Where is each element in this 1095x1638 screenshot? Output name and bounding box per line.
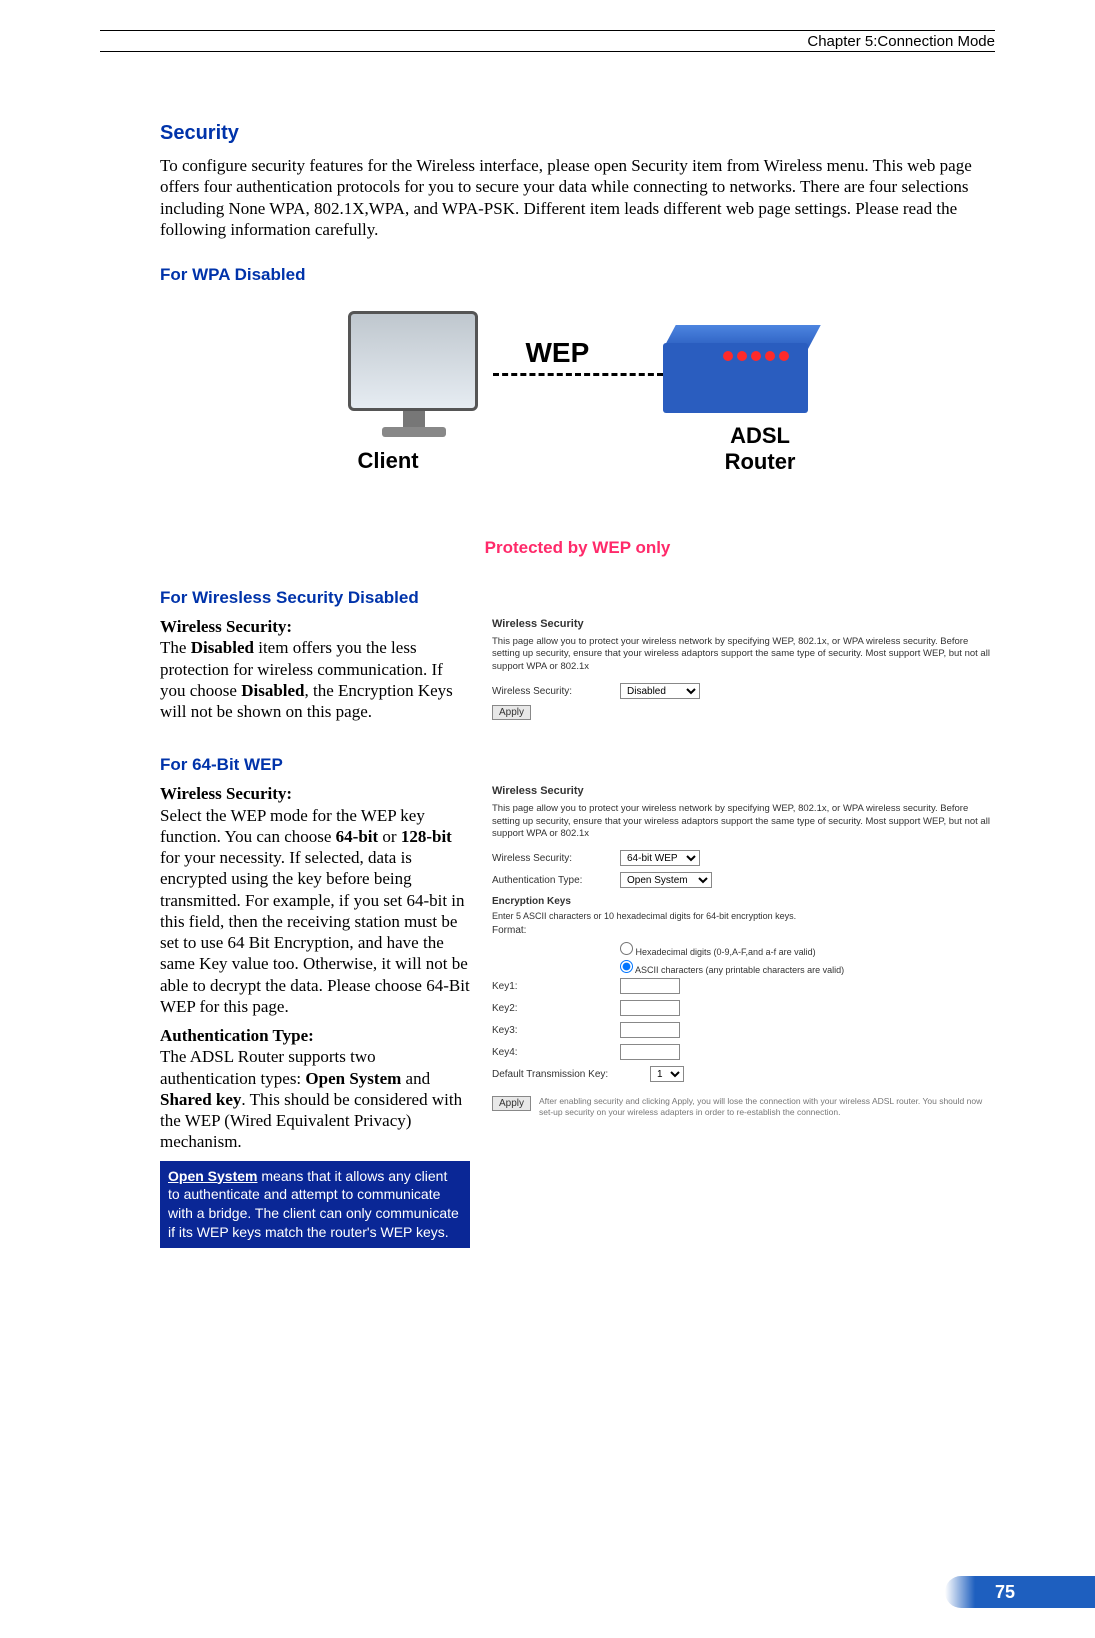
wep64-format-label: Format: [492, 925, 612, 936]
wep64-auth-text: Authentication Type: The ADSL Router sup… [160, 1025, 470, 1153]
wd-panel-ws-row: Wireless Security: Disabled [492, 683, 993, 699]
format-hex-radio[interactable] [620, 942, 633, 955]
wep-dashed-line [493, 373, 663, 376]
wep64-apply-row: Apply After enabling security and clicki… [492, 1096, 993, 1117]
wireless-disabled-panel: Wireless Security This page allow you to… [490, 616, 995, 722]
wep64-apply-button[interactable]: Apply [492, 1096, 531, 1111]
default-key-select[interactable]: 1 [650, 1066, 684, 1082]
page-number-pill: 75 [955, 1576, 1095, 1608]
wep64-key3-row: Key3: [492, 1022, 993, 1038]
wd-panel-title: Wireless Security [492, 618, 993, 630]
wep64-panel-desc: This page allow you to protect your wire… [492, 803, 993, 840]
wep64-ws-after: for your necessity. If selected, data is… [160, 848, 470, 1016]
wireless-disabled-row: Wireless Security: The Disabled item off… [160, 616, 995, 730]
key2-input[interactable] [620, 1000, 680, 1016]
wd-ws-select[interactable]: Disabled [620, 683, 700, 699]
wep64-auth-bold-2: Shared key [160, 1090, 241, 1109]
page-container: Chapter 5:Connection Mode Security To co… [0, 0, 1095, 1638]
wep64-ws-row: Wireless Security: 64-bit WEP [492, 850, 993, 866]
wep64-defkey-label: Default Transmission Key: [492, 1069, 642, 1080]
key3-input[interactable] [620, 1022, 680, 1038]
section-intro: To configure security features for the W… [160, 155, 995, 240]
wep64-ws-select[interactable]: 64-bit WEP [620, 850, 700, 866]
ws-heading: Wireless Security: [160, 617, 292, 636]
wep64-key2-label: Key2: [492, 1003, 612, 1014]
wep64-panel-title: Wireless Security [492, 785, 993, 797]
wep64-defkey-row: Default Transmission Key: 1 [492, 1066, 993, 1082]
wd-apply-button[interactable]: Apply [492, 705, 531, 720]
wep64-format-row: Format: [492, 925, 993, 936]
wep64-bold-1: 64-bit [336, 827, 379, 846]
wep64-or: or [378, 827, 401, 846]
wd-text-1: The [160, 638, 191, 657]
wep64-ws-heading: Wireless Security: [160, 784, 292, 803]
wep-line-label: WEP [526, 337, 590, 369]
wep64-key4-row: Key4: [492, 1044, 993, 1060]
wd-bold-1: Disabled [191, 638, 254, 657]
wep64-format-opt1-row: Hexadecimal digits (0-9,A-F,and a-f are … [620, 942, 993, 957]
client-label: Client [358, 448, 419, 474]
wep64-auth-heading: Authentication Type: [160, 1026, 314, 1045]
wep64-key3-label: Key3: [492, 1025, 612, 1036]
wep64-apply-note: After enabling security and clicking App… [539, 1096, 993, 1117]
wep64-ws-label: Wireless Security: [492, 853, 612, 864]
wep64-auth-bold-1: Open System [305, 1069, 401, 1088]
wep64-enc-hint: Enter 5 ASCII characters or 10 hexadecim… [492, 911, 993, 921]
wd-panel-desc: This page allow you to protect your wire… [492, 636, 993, 673]
wpa-disabled-title: For WPA Disabled [160, 265, 995, 285]
client-base-icon [382, 427, 446, 437]
wep64-row: Wireless Security: Select the WEP mode f… [160, 783, 995, 1248]
key4-input[interactable] [620, 1044, 680, 1060]
info-box-lead: Open System [168, 1168, 257, 1184]
chapter-header: Chapter 5:Connection Mode [100, 30, 995, 52]
wep64-key4-label: Key4: [492, 1047, 612, 1058]
router-lights-icon [723, 351, 793, 363]
router-label: ADSL Router [725, 423, 796, 475]
wep64-key2-row: Key2: [492, 1000, 993, 1016]
wep64-title: For 64-Bit WEP [160, 755, 995, 775]
wireless-disabled-text: Wireless Security: The Disabled item off… [160, 616, 470, 722]
wep64-ws-text: Wireless Security: Select the WEP mode f… [160, 783, 470, 1017]
wireless-disabled-left: Wireless Security: The Disabled item off… [160, 616, 470, 730]
key1-input[interactable] [620, 978, 680, 994]
client-monitor-icon [348, 311, 478, 411]
wep64-format-opt2-row: ASCII characters (any printable characte… [620, 960, 993, 975]
wep64-format-opt1: Hexadecimal digits (0-9,A-F,and a-f are … [636, 947, 816, 957]
section-title: Security [160, 122, 995, 145]
wep64-key1-label: Key1: [492, 981, 612, 992]
wep64-auth-select[interactable]: Open System [620, 872, 712, 888]
wep64-auth-label: Authentication Type: [492, 875, 612, 886]
wd-bold-2: Disabled [241, 681, 304, 700]
open-system-info-box: Open System means that it allows any cli… [160, 1161, 470, 1249]
router-label-line2: Router [725, 449, 796, 474]
chapter-header-text: Chapter 5:Connection Mode [807, 33, 995, 50]
router-label-line1: ADSL [730, 423, 790, 448]
page-number: 75 [995, 1582, 1015, 1603]
wep-diagram: Client WEP ADSL Router Protected by WEP … [318, 293, 838, 563]
wep64-auth-and: and [401, 1069, 430, 1088]
wep64-bold-2: 128-bit [401, 827, 452, 846]
wep64-format-opt2: ASCII characters (any printable characte… [635, 965, 844, 975]
wep64-panel: Wireless Security This page allow you to… [490, 783, 995, 1119]
wep64-enc-heading: Encryption Keys [492, 896, 993, 907]
content-area: Security To configure security features … [100, 122, 995, 1248]
wep64-auth-row: Authentication Type: Open System [492, 872, 993, 888]
wd-ws-label: Wireless Security: [492, 686, 612, 697]
wep-diagram-footer: Protected by WEP only [318, 538, 838, 558]
wep64-left: Wireless Security: Select the WEP mode f… [160, 783, 470, 1248]
wep64-key1-row: Key1: [492, 978, 993, 994]
format-ascii-radio[interactable] [620, 960, 633, 973]
wireless-disabled-title: For Wiresless Security Disabled [160, 588, 995, 608]
